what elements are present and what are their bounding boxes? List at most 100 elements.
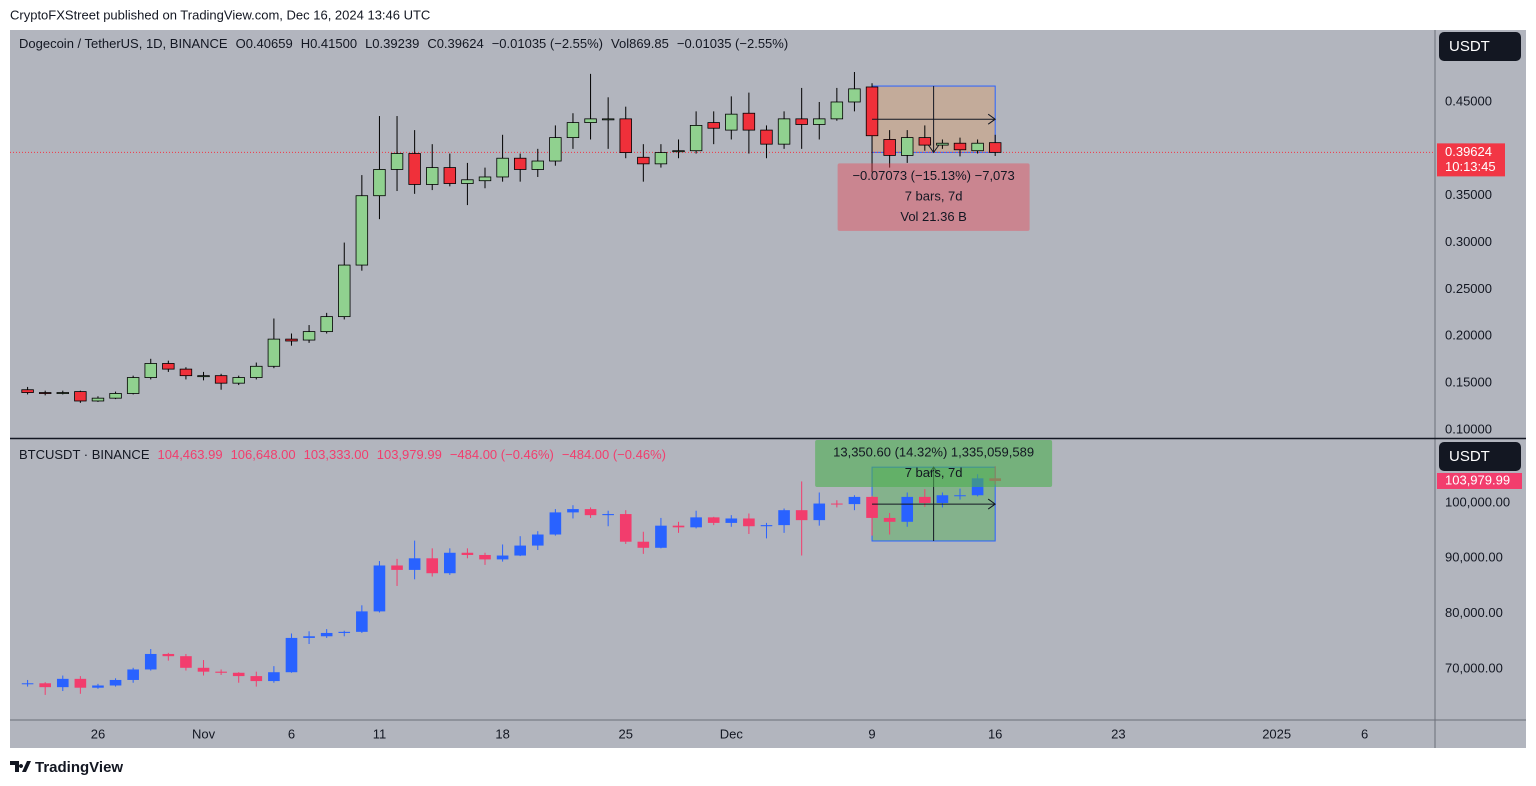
candle-body [373,565,386,612]
legend-value: 103,979.99 [377,447,442,462]
candle-body [443,167,457,184]
x-tick-label: Nov [192,726,216,741]
candle-body [426,558,439,574]
candle-body [654,152,668,165]
candle-body [74,678,87,688]
candle-body [408,558,421,570]
last-price-label: 0.39624 [1445,144,1492,159]
candle-body [513,157,527,170]
candle-body [391,565,403,570]
candle-body [496,555,509,560]
candle-body [848,88,861,103]
candle-body [303,636,315,638]
series-name: BTCUSDT · BINANCE [19,447,150,462]
candle-body [707,122,720,129]
candle-body [637,156,650,165]
candle-body [180,656,192,668]
candle-body [373,169,386,197]
candle-body [655,525,667,548]
candle-body [91,397,105,402]
footer-brand: TradingView [35,759,123,776]
measure-label: 7 bars, 7d [905,188,963,203]
candle-body [127,669,139,680]
candle-body [813,118,826,125]
candle-body [250,676,263,682]
y-tick-label: 80,000.00 [1445,605,1503,620]
measure-label: −0.07073 (−15.13%) −7,073 [852,168,1014,183]
candle-body [584,118,597,124]
legend-value: 103,333.00 [304,447,369,462]
candle-body [109,679,122,686]
currency-button [1439,442,1521,471]
candle-body [689,125,703,152]
last-price-box [1437,143,1505,177]
candle-body [126,377,140,394]
candle-body [56,678,69,688]
candle-body [602,514,614,516]
candle-body [215,671,227,673]
x-tick-label: 25 [619,726,633,741]
candle-body [179,368,193,377]
candle-body [144,653,157,670]
measure-label: 13,350.60 (14.32%) 1,335,059,589 [833,444,1034,459]
candle-body [584,509,597,516]
x-tick-label: 6 [288,726,295,741]
x-tick-label: 11 [373,726,387,741]
candle-body [795,118,808,125]
measure-label-box [815,440,1053,487]
y-tick-label: 0.35000 [1445,187,1492,202]
candle-body [760,525,773,527]
candle-body [707,517,720,523]
x-tick-label: 26 [91,726,105,741]
candle-body [444,552,456,574]
candle-body [250,365,263,378]
candle-body [813,503,826,521]
y-tick-label: 0.10000 [1445,421,1492,436]
y-tick-label: 70,000.00 [1445,660,1503,675]
candle-body [848,496,861,505]
legend-value: −0.01035 (−2.55%) [492,36,603,51]
candle-body [355,195,369,266]
candle-body [267,338,281,367]
measure-arrowhead [987,113,997,125]
candle-body [954,495,966,497]
countdown-label: 10:13:45 [1445,159,1496,174]
candle-body [672,525,685,528]
candle-body [777,118,791,145]
candle-body [549,137,562,162]
candle-body [619,118,632,153]
y-tick-label: 0.15000 [1445,375,1492,390]
candle-body [901,496,914,522]
candle-body [302,331,316,341]
legend-value: L0.39239 [365,36,419,51]
candle-body [390,153,404,170]
candle-body [918,137,932,146]
candle-body [496,157,509,178]
x-tick-label: 2025 [1262,726,1291,741]
y-tick-label: 90,000.00 [1445,550,1503,565]
candle-body [690,517,702,528]
legend: BTCUSDT · BINANCE 104,463.99 106,648.00 103… [19,447,666,462]
y-tick-label: 0.45000 [1445,93,1492,108]
candle-body [936,495,949,503]
candle-body [567,509,579,513]
candle-body [38,392,52,394]
chart-background [10,30,1526,748]
candle-body [285,637,298,673]
y-tick-label: 100,000.00 [1445,494,1510,509]
candle-body [320,316,333,333]
candle-body [268,672,280,682]
candle-body [531,160,544,170]
candle-body [795,510,808,521]
candle-body [971,142,984,152]
candle-body [883,139,896,156]
candle-body [514,545,526,556]
candle-body [760,129,773,145]
legend-value: C0.39624 [427,36,483,51]
last-price-box [1437,472,1522,489]
candle-body [74,391,87,402]
candle-body [162,653,175,657]
last-price-label: 103,979.99 [1445,472,1510,487]
